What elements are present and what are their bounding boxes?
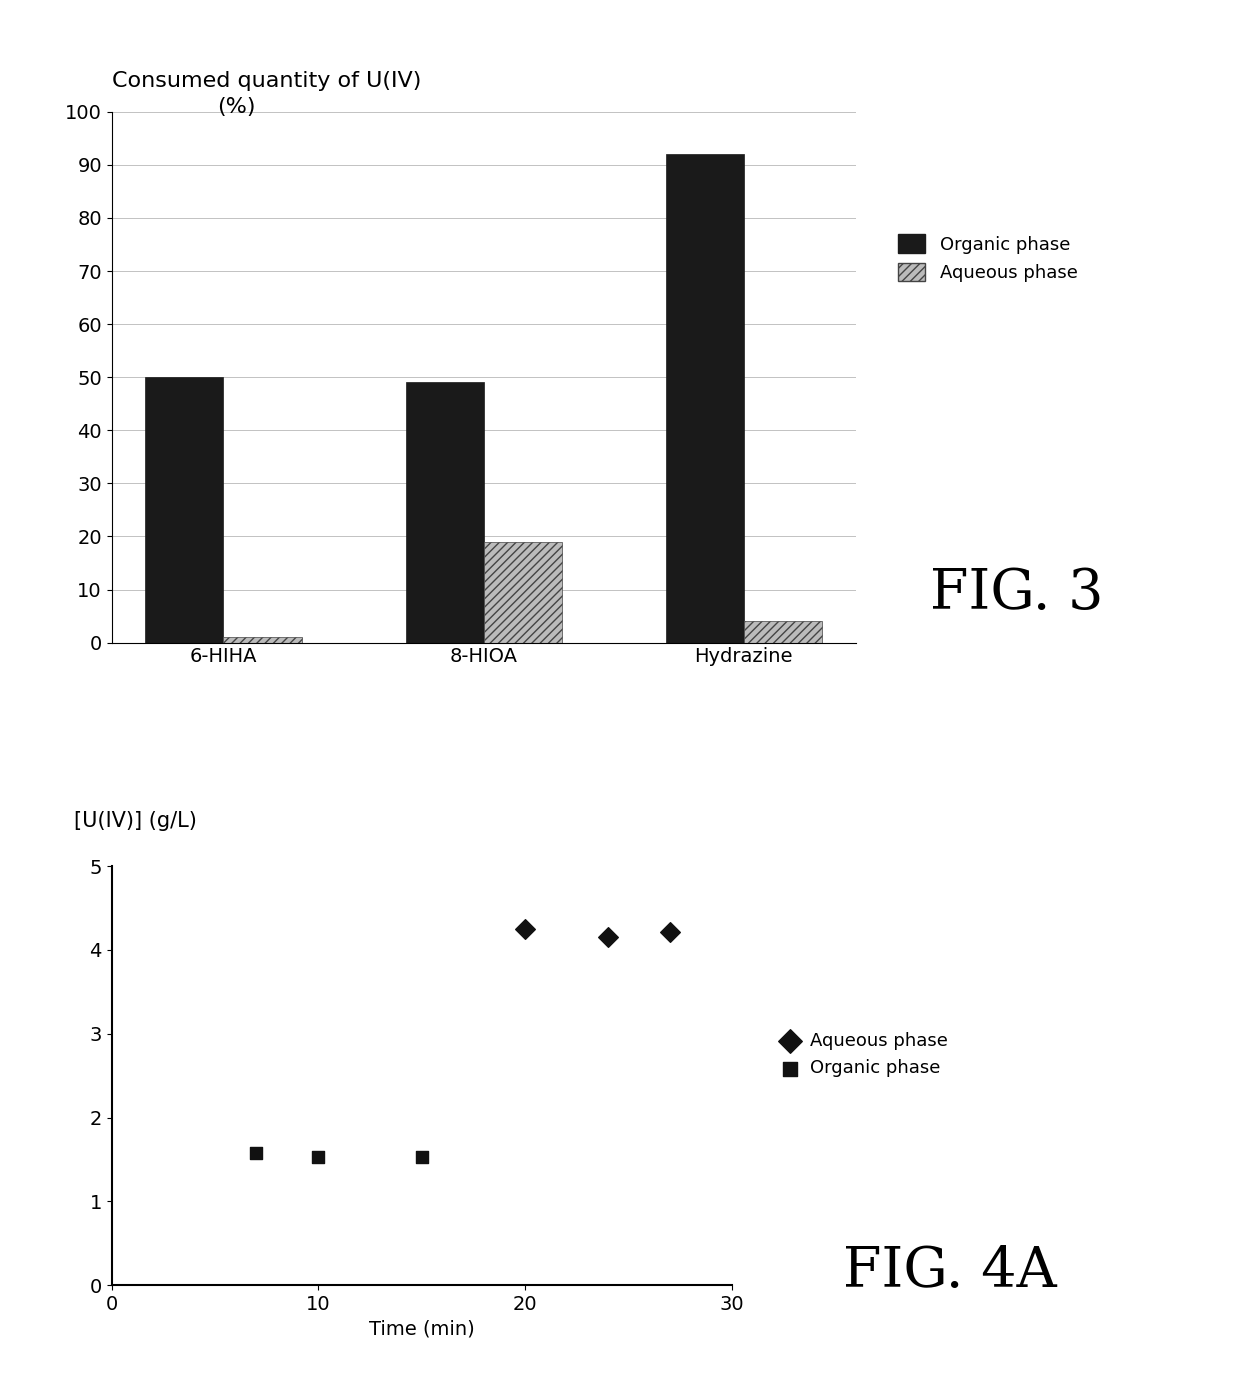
Bar bbox=[744, 622, 822, 643]
Organic phase bbox=[247, 1141, 267, 1164]
Text: (%): (%) bbox=[217, 98, 255, 117]
Legend: Aqueous phase, Organic phase: Aqueous phase, Organic phase bbox=[771, 1025, 955, 1084]
Aqueous phase bbox=[660, 921, 680, 943]
X-axis label: Time (min): Time (min) bbox=[368, 1320, 475, 1338]
Aqueous phase bbox=[515, 918, 534, 940]
Text: [U(IV)] (g/L): [U(IV)] (g/L) bbox=[74, 812, 197, 831]
Text: Consumed quantity of U(IV): Consumed quantity of U(IV) bbox=[112, 71, 420, 91]
Aqueous phase bbox=[598, 926, 618, 949]
Bar bbox=[223, 637, 301, 643]
Text: FIG. 3: FIG. 3 bbox=[930, 566, 1104, 622]
Bar bbox=[405, 383, 484, 643]
Bar bbox=[666, 154, 744, 643]
Text: FIG. 4A: FIG. 4A bbox=[843, 1243, 1056, 1299]
Legend: Organic phase, Aqueous phase: Organic phase, Aqueous phase bbox=[890, 226, 1085, 289]
Organic phase bbox=[412, 1146, 432, 1168]
Bar bbox=[484, 542, 562, 643]
Bar bbox=[145, 377, 223, 643]
Organic phase bbox=[309, 1146, 329, 1168]
